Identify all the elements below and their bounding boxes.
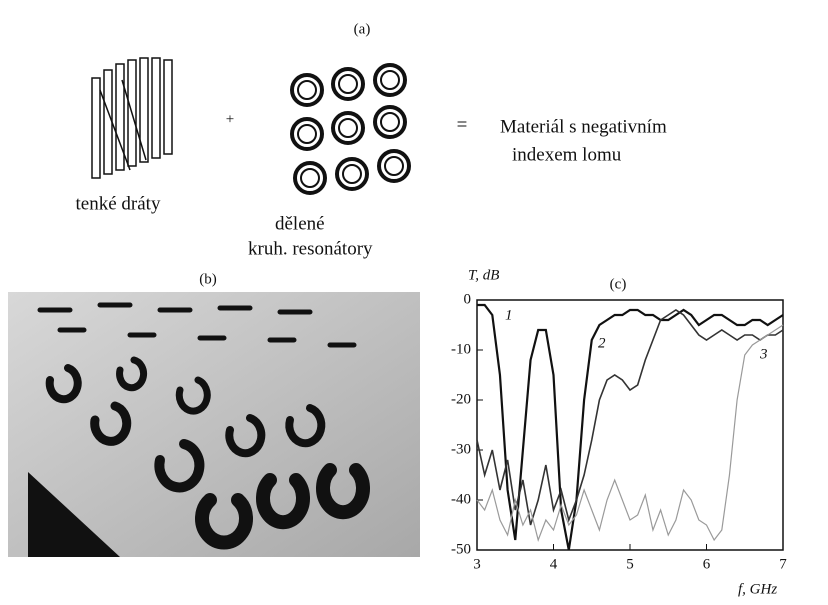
y-tick-label: -30: [451, 441, 471, 457]
x-tick-label: 3: [473, 556, 481, 572]
equals-sign: =: [457, 114, 468, 135]
data-line: [477, 325, 783, 540]
photo: [8, 292, 420, 557]
panel-label: (a): [354, 21, 371, 37]
resonators-label: dělené: [275, 213, 325, 234]
data-line: [477, 305, 783, 550]
y-axis-label: T, dB: [468, 267, 499, 283]
resonators-label: kruh. resonátory: [248, 238, 373, 259]
plot-frame: [477, 300, 783, 550]
figure: (a) tenké dráty + dělené kruh. resonátor…: [0, 0, 828, 605]
series-label: 3: [759, 346, 768, 362]
y-tick-label: -40: [451, 491, 471, 507]
result-label: indexem lomu: [512, 144, 622, 165]
ring-resonators: [292, 65, 409, 193]
wires: [92, 58, 172, 178]
series-label: 2: [598, 335, 606, 351]
x-tick-label: 4: [550, 556, 558, 572]
panel-label: (b): [199, 271, 217, 287]
x-axis-label: f, GHz: [738, 581, 777, 597]
y-tick-label: -20: [451, 391, 471, 407]
y-tick-label: 0: [464, 291, 472, 307]
result-label: Materiál s negativním: [500, 116, 667, 137]
data-line: [477, 310, 783, 525]
y-tick-label: -10: [451, 341, 471, 357]
y-tick-label: -50: [451, 541, 471, 557]
series-label: 1: [505, 307, 513, 323]
x-tick-label: 5: [626, 556, 634, 572]
x-tick-label: 6: [703, 556, 711, 572]
x-tick-label: 7: [779, 556, 787, 572]
chart-title: (c): [610, 276, 627, 292]
plus-sign: +: [226, 111, 234, 127]
wires-label: tenké dráty: [76, 193, 161, 214]
